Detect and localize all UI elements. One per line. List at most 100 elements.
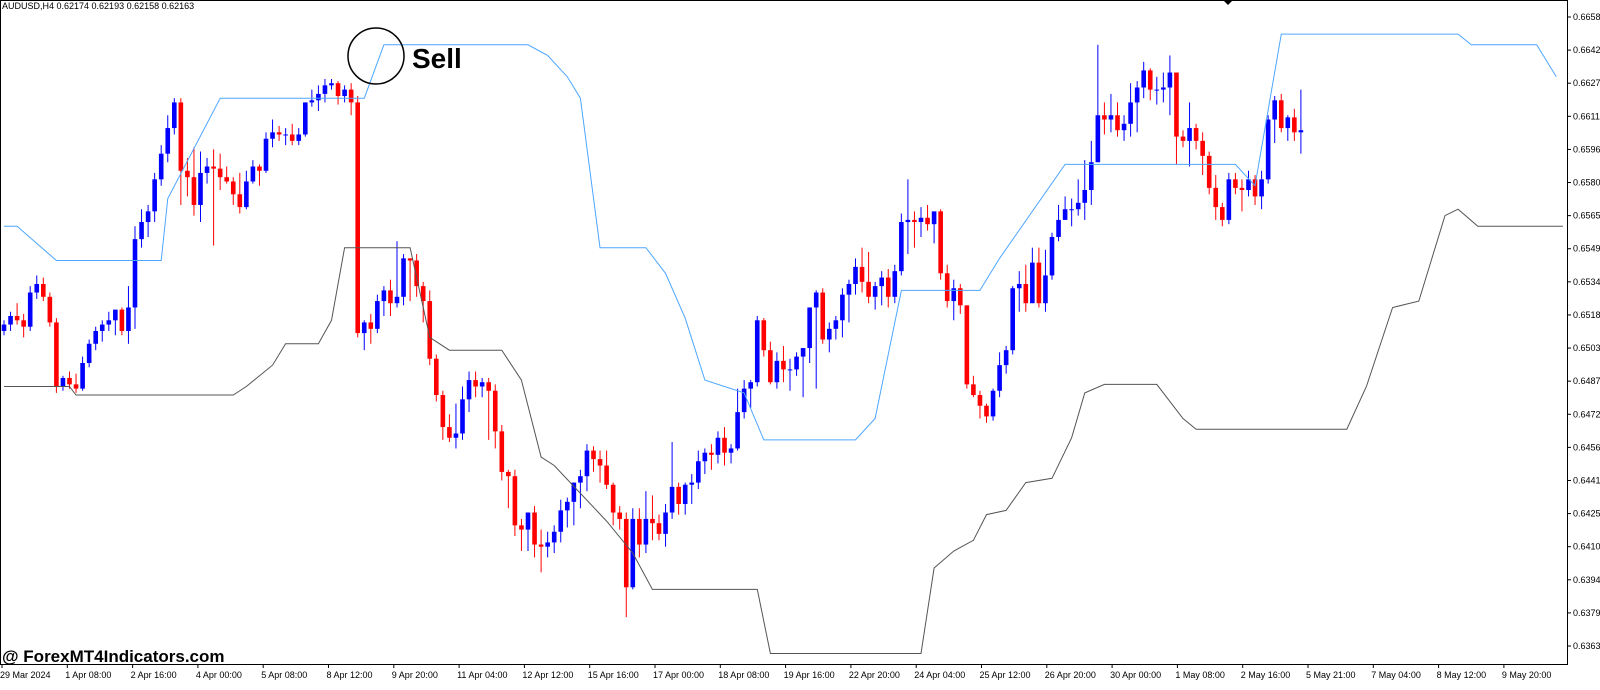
candle-body [217,168,223,178]
candle [1147,68,1153,101]
candle-body [623,518,629,588]
candle [165,115,171,163]
candle [532,506,537,558]
candle-body [204,166,210,173]
chart-frame [0,0,1568,665]
candle-body [158,153,164,180]
candle [565,497,570,528]
candle [696,450,701,490]
candle-body [473,380,478,387]
y-tick-label: 0.64875 [1573,376,1600,386]
candle [584,444,590,492]
candle [486,377,491,440]
candle-body [126,307,131,331]
candle [1030,247,1035,304]
x-tick-label: 18 Apr 08:00 [718,670,769,680]
candle [119,307,125,336]
candle [185,157,190,197]
candle [1082,160,1088,220]
candle [99,320,105,342]
candle [296,128,302,146]
candle [892,264,898,304]
candle-body [1292,117,1297,133]
candle [21,313,26,338]
x-tick-label: 29 Mar 2024 [0,670,51,680]
candle [1036,247,1042,308]
x-tick-label: 19 Apr 16:00 [784,670,835,680]
candle [1023,264,1029,312]
candle [1180,130,1186,148]
candle-body [1134,87,1140,103]
candle [840,288,845,338]
candle [650,495,655,541]
candle-body [237,194,243,208]
candle [453,403,459,449]
candle-body [512,476,518,526]
candle [709,444,714,470]
candle [1095,44,1101,163]
candle [899,213,904,276]
candle [407,258,413,302]
candle [1193,123,1199,150]
x-tick-label: 9 Apr 20:00 [392,670,438,680]
candle-body [1265,119,1271,180]
x-tick-label: 1 May 08:00 [1175,670,1225,680]
candle-body [676,486,681,504]
candle-body [113,309,118,321]
candle [846,279,852,323]
candle-body [761,320,767,351]
candle [1213,175,1219,220]
candle-body [1115,115,1120,131]
candle-body [303,102,308,135]
x-tick-label: 11 Apr 04:00 [457,670,507,680]
candle-body [840,294,845,321]
candle [257,164,262,186]
candle [1075,179,1081,216]
candle [1043,249,1048,312]
x-tick-label: 1 Apr 08:00 [65,670,111,680]
candle [1089,140,1094,205]
candle-body [1252,179,1258,197]
candle-body [1220,207,1225,220]
candle-body [67,377,72,385]
candle-body [565,501,570,511]
candle [289,123,295,146]
sell-signal-circle [347,27,405,85]
candle-body [1030,262,1035,304]
candle-body [1089,162,1094,191]
candle [401,254,406,306]
candle-body [866,281,871,297]
candle [905,179,911,255]
candle [735,388,740,451]
candle-body [774,360,780,383]
y-tick-label: 0.63945 [1573,575,1600,585]
x-tick-label: 15 Apr 16:00 [588,670,639,680]
candle [794,352,799,376]
candle-body [93,330,98,344]
candle-body [1082,190,1088,203]
candle-body [807,307,812,349]
candle-body [407,258,413,261]
candle-body [434,358,439,396]
candle-body [532,512,537,545]
candle-body [41,283,46,297]
candle [597,450,603,483]
y-tick-label: 0.66115 [1573,111,1600,121]
candle [263,132,269,173]
candle-body [899,222,904,272]
candle [329,78,334,90]
candle [1134,81,1140,133]
candle-body [329,83,334,86]
candle-body [8,316,13,325]
candle-body [787,369,793,371]
candle-body [276,132,282,135]
candle-body [1239,187,1245,191]
candle [106,311,112,331]
candle-body [263,138,269,171]
candle-body [846,283,852,295]
candle-body [951,288,957,302]
candle [1206,151,1212,195]
